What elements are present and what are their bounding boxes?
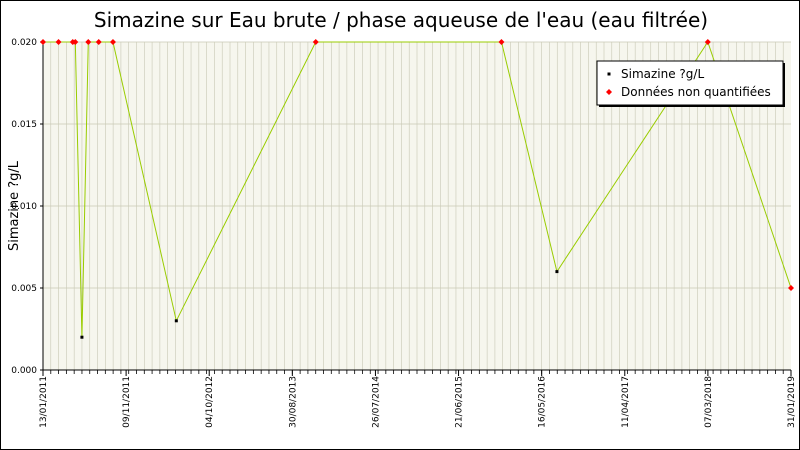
data-point-non-quantified (40, 39, 46, 45)
y-axis-label: Simazine ?g/L (7, 160, 22, 251)
data-point-non-quantified (55, 39, 62, 45)
x-tick-label: 04/10/2012 (205, 376, 215, 428)
chart-title: Simazine sur Eau brute / phase aqueuse d… (94, 8, 708, 32)
data-point-non-quantified (85, 39, 92, 45)
legend-label: Simazine ?g/L (621, 67, 704, 81)
x-tick-label: 26/07/2014 (371, 376, 381, 428)
x-tick-label: 16/05/2016 (538, 376, 548, 428)
x-ticks: 13/01/2011 09/11/2011 04/10/2012 30/08/2013… (39, 370, 797, 428)
y-tick-label: 0.000 (11, 366, 37, 376)
data-point-non-quantified (109, 39, 116, 45)
y-tick-label: 0.010 (11, 202, 37, 212)
y-tick-label: 0.015 (11, 120, 37, 130)
legend-box (596, 60, 784, 106)
legend: Simazine ?g/L Données non quantifiées (596, 60, 785, 107)
data-point-non-quantified (704, 39, 711, 45)
legend-marker-non-quantified (606, 89, 612, 95)
x-tick-label: 11/04/2017 (621, 376, 631, 428)
data-point-non-quantified (312, 39, 319, 45)
data-point-non-quantified (498, 39, 505, 45)
x-tick-label: 30/08/2013 (288, 376, 298, 428)
x-tick-label: 07/03/2018 (704, 376, 714, 428)
y-tick-label: 0.020 (11, 38, 37, 48)
series (40, 39, 794, 339)
legend-label: Données non quantifiées (621, 85, 771, 99)
data-point-non-quantified (95, 39, 102, 45)
y-tick-label: 0.005 (11, 284, 37, 294)
x-tick-label: 21/06/2015 (455, 376, 465, 428)
x-tick-label: 13/01/2011 (39, 376, 49, 428)
data-point-measured (80, 335, 84, 339)
x-tick-label: 09/11/2011 (122, 376, 132, 428)
data-point-non-quantified (72, 39, 79, 45)
legend-marker-measured (607, 72, 611, 76)
data-point-measured (174, 319, 178, 323)
grid (43, 41, 791, 371)
data-point-non-quantified (788, 285, 794, 291)
y-ticks: 0.000 0.005 0.010 0.015 0.020 (11, 38, 43, 376)
data-point-measured (555, 270, 559, 274)
x-tick-label: 31/01/2019 (787, 376, 797, 428)
